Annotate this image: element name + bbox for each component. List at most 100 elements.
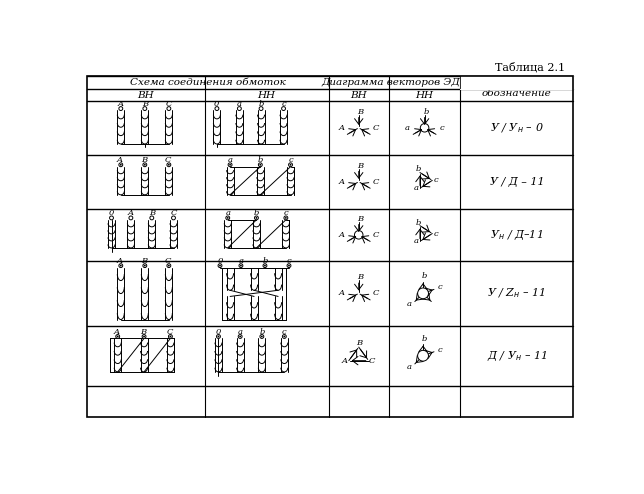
Circle shape — [290, 164, 292, 165]
Text: НН: НН — [258, 90, 276, 100]
Circle shape — [169, 334, 173, 338]
Circle shape — [119, 264, 123, 268]
Text: a: a — [237, 100, 242, 108]
Text: C: C — [170, 209, 176, 217]
Text: 0: 0 — [216, 328, 221, 336]
Circle shape — [238, 334, 242, 338]
Circle shape — [254, 216, 258, 220]
Text: a: a — [406, 363, 412, 370]
Circle shape — [239, 264, 243, 268]
Text: C: C — [373, 124, 379, 132]
Circle shape — [216, 334, 220, 338]
Circle shape — [288, 265, 290, 267]
Text: У / Д – 11: У / Д – 11 — [489, 177, 544, 187]
Text: A: A — [339, 231, 345, 239]
Circle shape — [167, 163, 171, 166]
Circle shape — [287, 264, 291, 268]
Text: C: C — [166, 100, 172, 108]
Circle shape — [168, 265, 170, 267]
Text: B: B — [355, 339, 362, 347]
Text: b: b — [259, 328, 265, 336]
Text: b: b — [422, 272, 427, 281]
Text: B: B — [140, 328, 146, 336]
Circle shape — [142, 334, 146, 338]
Circle shape — [289, 163, 292, 166]
Circle shape — [421, 124, 429, 132]
Circle shape — [258, 163, 262, 166]
Text: C: C — [165, 257, 171, 265]
Circle shape — [259, 107, 263, 111]
Text: a: a — [405, 124, 410, 132]
Text: A: A — [339, 289, 345, 297]
Text: A: A — [128, 209, 134, 217]
Text: c: c — [281, 100, 286, 108]
Text: У$_н$ / Д–11: У$_н$ / Д–11 — [490, 228, 544, 242]
Text: a: a — [227, 156, 232, 164]
Text: c: c — [282, 328, 287, 336]
Circle shape — [238, 107, 242, 111]
Text: Схема соединения обмоток: Схема соединения обмоток — [129, 78, 285, 87]
Text: A: A — [117, 156, 123, 164]
Text: Диаграмма векторов ЭДС: Диаграмма векторов ЭДС — [321, 78, 468, 87]
Text: c: c — [438, 284, 442, 291]
Text: c: c — [434, 230, 439, 238]
Circle shape — [120, 265, 122, 267]
Text: B: B — [357, 273, 363, 281]
Circle shape — [171, 216, 175, 220]
Circle shape — [109, 216, 113, 220]
Text: C: C — [166, 328, 173, 336]
Circle shape — [226, 216, 230, 220]
Text: C: C — [165, 156, 171, 164]
Circle shape — [281, 107, 285, 111]
Circle shape — [354, 231, 363, 239]
Text: B: B — [142, 100, 148, 108]
Circle shape — [119, 163, 123, 166]
Circle shape — [215, 107, 219, 111]
Text: B: B — [357, 215, 363, 223]
Text: C: C — [373, 178, 379, 186]
Circle shape — [282, 334, 287, 338]
Text: 0: 0 — [109, 209, 114, 217]
Text: c: c — [438, 346, 442, 354]
Text: A: A — [114, 328, 120, 336]
Text: Д / У$_н$ – 11: Д / У$_н$ – 11 — [487, 349, 547, 363]
Text: У / У$_н$ – 0: У / У$_н$ – 0 — [490, 121, 544, 134]
Text: Условное
обозначение: Условное обозначение — [482, 79, 552, 98]
Circle shape — [117, 335, 118, 337]
Circle shape — [227, 217, 229, 219]
Circle shape — [229, 164, 231, 165]
Text: У / Z$_н$ – 11: У / Z$_н$ – 11 — [488, 287, 546, 300]
Circle shape — [129, 216, 133, 220]
Text: ВН: ВН — [137, 90, 154, 100]
Circle shape — [240, 265, 242, 267]
Circle shape — [283, 335, 285, 337]
Circle shape — [143, 163, 147, 166]
Circle shape — [144, 164, 146, 165]
Text: c: c — [439, 124, 444, 132]
Circle shape — [264, 265, 266, 267]
Circle shape — [260, 164, 261, 165]
Circle shape — [218, 264, 222, 268]
Circle shape — [168, 164, 170, 165]
Text: C: C — [373, 289, 379, 297]
Text: a: a — [413, 238, 419, 246]
Text: c: c — [434, 176, 439, 184]
Text: B: B — [141, 156, 147, 164]
Text: a: a — [413, 184, 419, 192]
Circle shape — [143, 264, 147, 268]
Text: A: A — [117, 257, 123, 265]
Circle shape — [260, 334, 264, 338]
Bar — [87, 76, 573, 416]
Text: B: B — [357, 108, 363, 116]
Circle shape — [239, 335, 241, 337]
Circle shape — [144, 265, 146, 267]
Text: b: b — [254, 209, 259, 217]
Text: a: a — [238, 328, 243, 336]
Circle shape — [284, 216, 288, 220]
Circle shape — [143, 107, 147, 111]
Circle shape — [150, 216, 154, 220]
Text: a: a — [225, 209, 231, 217]
Circle shape — [167, 107, 171, 111]
Text: C: C — [373, 231, 379, 239]
Text: a: a — [238, 257, 243, 265]
